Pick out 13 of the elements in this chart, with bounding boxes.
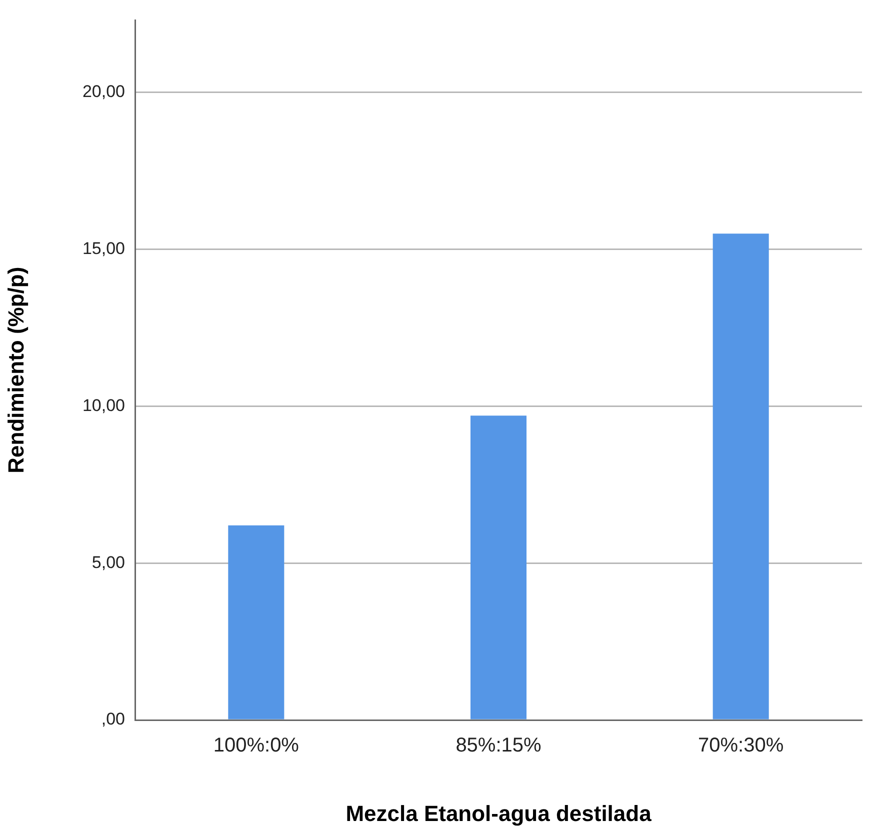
bar — [228, 525, 284, 720]
y-tick-label: 20,00 — [82, 82, 125, 102]
x-tick-label: 85%:15% — [456, 734, 542, 757]
bar — [470, 416, 527, 720]
y-tick-label: 15,00 — [82, 238, 125, 258]
y-tick-label: 10,00 — [82, 396, 125, 415]
x-tick-label: 70%:30% — [698, 734, 784, 757]
y-tick-label: ,00 — [101, 710, 125, 729]
bar — [712, 234, 769, 720]
x-tick-label: 100%:0% — [213, 734, 300, 757]
y-tick-label: 5,00 — [92, 552, 125, 572]
x-axis-title: Mezcla Etanol-agua destilada — [346, 800, 652, 826]
y-axis-title: Rendimiento (%p/p) — [3, 266, 28, 474]
